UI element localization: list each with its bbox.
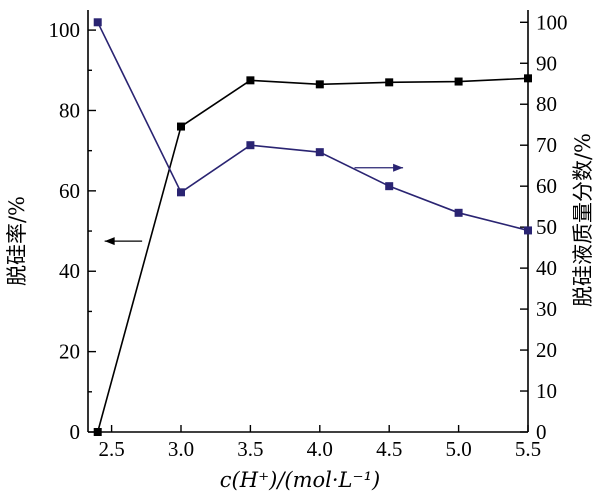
x-tick-label: 4.0 — [307, 437, 333, 461]
series-markers — [93, 18, 532, 436]
annotations — [104, 163, 404, 246]
tick-labels: 2.5 3.0 3.5 4.0 4.5 5.0 5.50204060801000102030… — [49, 10, 568, 461]
y-right-tick-label: 20 — [536, 338, 557, 362]
y-left-tick-label: 40 — [59, 259, 80, 283]
x-tick-label: 4.5 — [376, 437, 402, 461]
x-tick-label: 5.5 — [515, 437, 541, 461]
y-axis-right-title: 脱硅液质量分数/% — [571, 133, 595, 307]
series-2-point — [454, 208, 463, 217]
series-1-point — [524, 74, 532, 83]
y-axis-left-title: 脱硅率/% — [5, 196, 29, 286]
series-2-point — [385, 182, 394, 191]
series-2-point — [176, 188, 185, 197]
annotation-arrow-2-head — [393, 163, 404, 172]
series-1-point — [93, 428, 102, 436]
x-tick-label: 2.5 — [98, 437, 124, 461]
x-axis-title: c(H⁺)/(mol·L⁻¹) — [220, 468, 380, 492]
y-right-tick-label: 30 — [536, 297, 557, 321]
y-left-tick-label: 60 — [59, 179, 80, 203]
x-tick-label: 3.0 — [168, 437, 194, 461]
series-2-point — [93, 18, 102, 27]
series-1-point — [315, 80, 324, 89]
ticks — [88, 21, 529, 433]
y-right-tick-label: 70 — [536, 133, 557, 157]
y-left-tick-label: 100 — [49, 18, 81, 42]
series-2-point — [524, 226, 532, 235]
y-right-tick-label: 90 — [536, 51, 557, 75]
x-tick-label: 5.0 — [445, 437, 471, 461]
x-tick-label: 3.5 — [237, 437, 263, 461]
series-1-line — [96, 77, 529, 433]
y-left-tick-label: 0 — [70, 420, 81, 444]
y-right-tick-label: 60 — [536, 174, 557, 198]
y-right-tick-label: 40 — [536, 256, 557, 280]
series-1-point — [246, 76, 255, 85]
series-2-line — [96, 21, 529, 232]
series-1-point — [176, 122, 185, 131]
y-right-tick-label: 80 — [536, 92, 557, 116]
y-left-tick-label: 80 — [59, 98, 80, 122]
axes — [87, 10, 529, 433]
y-right-tick-label: 0 — [536, 420, 547, 444]
series-1-point — [385, 78, 394, 87]
y-left-tick-label: 20 — [59, 340, 80, 364]
series-2-point — [246, 141, 255, 150]
series-2-point — [315, 148, 324, 157]
series-1-point — [454, 77, 463, 86]
y-right-tick-label: 100 — [536, 10, 568, 34]
annotation-arrow-1-head — [104, 237, 115, 246]
series-lines — [96, 21, 529, 433]
y-right-tick-label: 50 — [536, 215, 557, 239]
y-right-tick-label: 10 — [536, 379, 557, 403]
